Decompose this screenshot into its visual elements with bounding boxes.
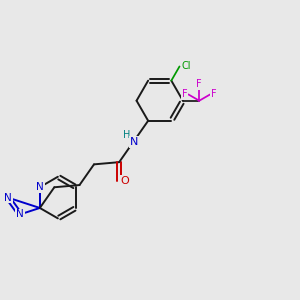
Text: F: F — [182, 89, 188, 100]
Text: F: F — [211, 89, 217, 100]
Text: N: N — [36, 182, 44, 192]
Text: N: N — [16, 209, 24, 219]
Text: Cl: Cl — [181, 61, 191, 71]
Text: O: O — [120, 176, 129, 186]
Text: N: N — [130, 137, 138, 147]
Text: H: H — [123, 130, 131, 140]
Text: N: N — [4, 193, 12, 202]
Text: F: F — [196, 79, 202, 89]
